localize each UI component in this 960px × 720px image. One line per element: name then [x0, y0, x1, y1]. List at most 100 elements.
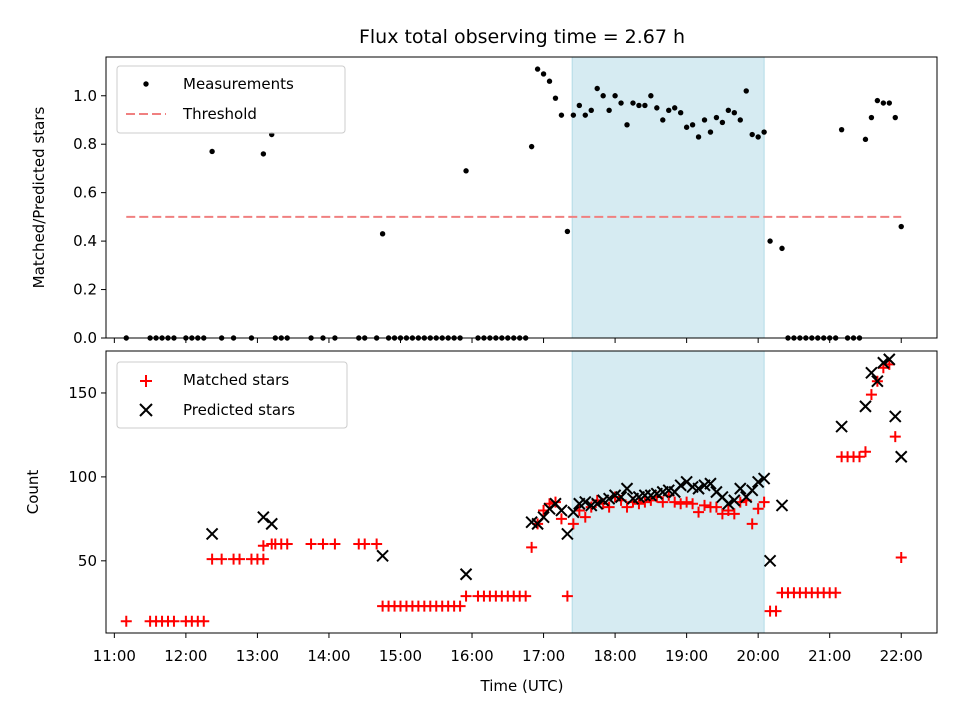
bottom-legend-box — [116, 361, 348, 429]
predicted-star-point — [835, 420, 848, 433]
y-tick-label: 1.0 — [73, 87, 97, 105]
measurement-point — [260, 151, 267, 157]
measurement-point — [892, 114, 898, 121]
y-tick-label: 150 — [68, 384, 97, 402]
measurement-point — [209, 148, 215, 155]
x-tick-label: 17:00 — [522, 647, 565, 665]
predicted-star-point — [579, 495, 592, 509]
predicted-star-point — [889, 410, 902, 423]
measurement-point — [618, 100, 624, 106]
predicted-star-point — [734, 482, 747, 495]
matched-star-point — [693, 506, 705, 518]
predicted-star-point — [745, 484, 759, 497]
x-tick-label: 14:00 — [307, 647, 350, 665]
matched-star-points — [120, 358, 907, 627]
matched-star-point — [716, 508, 728, 520]
measurement-point — [666, 107, 672, 113]
y-tick-label: 0.8 — [73, 135, 97, 153]
measurement-point — [683, 124, 690, 130]
chart-title: Flux total observing time = 2.67 h — [359, 26, 685, 48]
matched-star-point — [728, 508, 740, 520]
predicted-star-point — [692, 482, 705, 495]
measurement-point — [463, 168, 469, 174]
measurement-points — [123, 66, 904, 341]
measurement-point — [677, 110, 684, 116]
measurement-point — [874, 97, 881, 104]
measurement-point — [606, 107, 612, 113]
measurement-point — [779, 245, 785, 252]
bottom-axes-frame — [105, 350, 938, 634]
predicted-star-point — [265, 517, 278, 531]
y-tick-label: 0.6 — [73, 184, 97, 202]
predicted-star-point — [757, 472, 771, 485]
measurement-point — [743, 88, 749, 94]
predicted-star-point — [877, 356, 890, 369]
matched-star-point — [317, 538, 329, 550]
top-panel: 0.0 0.2 0.4 0.6 0.8 1.0 Matched/Predicted sta… — [30, 56, 938, 347]
measurement-point — [546, 78, 553, 84]
x-tick-label: 21:00 — [808, 647, 851, 665]
predicted-star-point — [871, 375, 884, 388]
matched-star-point — [859, 446, 871, 458]
matched-star-point — [555, 513, 567, 525]
measurement-point — [588, 107, 594, 113]
measurement-point — [594, 85, 600, 92]
predicted-star-point — [674, 479, 687, 492]
measurement-point — [749, 131, 755, 138]
matched-star-point — [830, 587, 842, 599]
matched-star-point — [371, 538, 383, 550]
measurement-point — [528, 143, 535, 150]
predicted-star-point — [704, 477, 717, 490]
predicted-star-point — [257, 510, 270, 524]
measurement-point — [558, 112, 565, 118]
measurement-point — [868, 114, 875, 121]
y-tick-label: 100 — [68, 468, 97, 486]
matched-star-point — [120, 615, 132, 627]
y-tick-label: 50 — [78, 552, 97, 570]
measurement-point — [695, 134, 702, 140]
matched-star-point — [234, 553, 246, 565]
x-tick-label: 15:00 — [379, 647, 422, 665]
matched-star-point — [168, 615, 180, 627]
measurement-point — [701, 117, 708, 123]
bottom-x-ticks: 11:00 12:00 13:00 14:00 15:00 16:00 17:00 18:00… — [93, 633, 923, 665]
measurement-point — [689, 122, 696, 128]
top-y-axis-label: Matched/Predicted stars — [30, 107, 48, 289]
predicted-star-point — [763, 554, 777, 568]
x-tick-label: 16:00 — [450, 647, 493, 665]
measurement-point — [612, 93, 618, 99]
predicted-star-point — [591, 497, 604, 510]
top-y-ticks: 0.0 0.2 0.4 0.6 0.8 1.0 — [73, 87, 106, 347]
matched-star-point — [699, 499, 711, 511]
measurement-point — [707, 129, 714, 135]
matched-star-point — [460, 590, 472, 602]
matched-star-point — [561, 590, 573, 602]
legend-matched-label: Matched stars — [183, 371, 289, 389]
matched-star-point — [746, 518, 758, 530]
matched-star-point — [454, 600, 466, 612]
matched-star-point — [257, 540, 269, 552]
x-tick-label: 19:00 — [665, 647, 708, 665]
predicted-star-point — [614, 490, 628, 504]
matched-star-point — [675, 498, 687, 510]
legend-predicted-marker — [139, 403, 153, 417]
predicted-star-point — [895, 450, 908, 463]
measurement-point — [660, 117, 666, 123]
measurement-point — [564, 228, 571, 235]
matched-star-point — [722, 504, 734, 516]
measurement-point — [725, 107, 732, 113]
y-tick-label: 0.0 — [73, 329, 97, 347]
measurement-point — [636, 102, 642, 109]
x-axis-label: Time (UTC) — [480, 677, 564, 695]
legend-matched-marker — [140, 375, 152, 387]
matched-star-point — [710, 501, 722, 513]
matched-star-point — [198, 615, 210, 627]
measurement-point — [582, 112, 588, 118]
x-tick-label: 11:00 — [93, 647, 136, 665]
measurement-point — [648, 93, 654, 99]
measurement-point — [630, 100, 636, 106]
matched-star-point — [520, 590, 532, 602]
matched-star-point — [770, 605, 782, 617]
